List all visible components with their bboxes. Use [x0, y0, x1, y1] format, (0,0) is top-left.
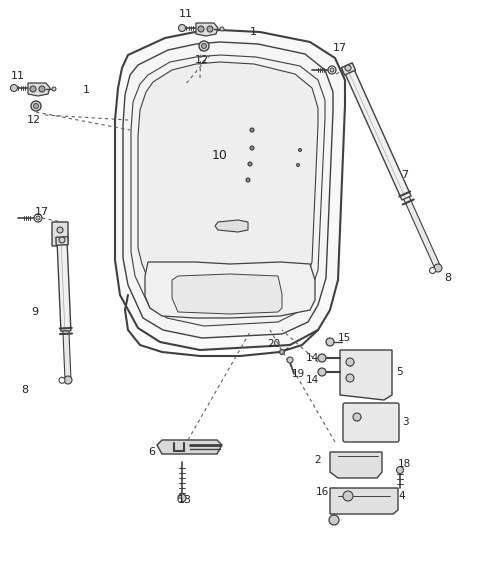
Circle shape	[430, 267, 435, 274]
Circle shape	[36, 216, 40, 220]
Polygon shape	[145, 262, 315, 318]
Circle shape	[279, 350, 285, 354]
Circle shape	[297, 163, 300, 167]
Polygon shape	[57, 240, 71, 331]
Circle shape	[220, 27, 224, 31]
Polygon shape	[56, 236, 68, 245]
Circle shape	[250, 128, 254, 132]
Polygon shape	[344, 66, 411, 200]
Circle shape	[178, 494, 186, 502]
Polygon shape	[63, 331, 71, 380]
Circle shape	[346, 358, 354, 366]
Text: 9: 9	[31, 307, 38, 317]
Circle shape	[34, 214, 42, 222]
Text: 3: 3	[402, 417, 408, 427]
Circle shape	[346, 374, 354, 382]
Circle shape	[11, 84, 17, 91]
Circle shape	[299, 149, 301, 152]
Circle shape	[345, 65, 351, 71]
Text: 8: 8	[22, 385, 29, 395]
Circle shape	[353, 413, 361, 421]
Text: 20: 20	[267, 339, 281, 349]
Polygon shape	[52, 222, 68, 246]
Circle shape	[396, 467, 404, 474]
Circle shape	[52, 87, 56, 91]
Circle shape	[57, 227, 63, 233]
Circle shape	[30, 86, 36, 92]
FancyBboxPatch shape	[343, 403, 399, 442]
Text: 11: 11	[11, 71, 25, 81]
Circle shape	[207, 26, 213, 32]
Text: 17: 17	[35, 207, 49, 217]
Circle shape	[246, 178, 250, 182]
Polygon shape	[196, 23, 218, 36]
Circle shape	[31, 101, 41, 111]
Circle shape	[248, 162, 252, 166]
Circle shape	[199, 41, 209, 51]
Text: 12: 12	[195, 55, 209, 65]
Polygon shape	[341, 63, 356, 75]
Circle shape	[326, 338, 334, 346]
Circle shape	[318, 368, 326, 376]
Polygon shape	[215, 220, 248, 232]
Polygon shape	[157, 440, 222, 454]
Text: 14: 14	[305, 353, 319, 363]
Polygon shape	[340, 350, 392, 400]
Text: 11: 11	[179, 9, 193, 19]
Circle shape	[329, 515, 339, 525]
Text: 17: 17	[333, 43, 347, 53]
Text: 10: 10	[212, 149, 228, 162]
Circle shape	[178, 498, 182, 502]
Circle shape	[434, 264, 442, 272]
Text: 4: 4	[399, 491, 405, 501]
Circle shape	[64, 376, 72, 384]
Text: 7: 7	[401, 170, 408, 180]
Polygon shape	[123, 42, 333, 338]
Circle shape	[59, 377, 65, 383]
Polygon shape	[172, 274, 282, 314]
Circle shape	[198, 26, 204, 32]
Text: 16: 16	[315, 487, 329, 497]
Circle shape	[328, 66, 336, 74]
Circle shape	[318, 354, 326, 362]
Text: 2: 2	[315, 455, 321, 465]
Circle shape	[250, 146, 254, 150]
Polygon shape	[28, 83, 50, 96]
Polygon shape	[330, 452, 382, 478]
Circle shape	[34, 103, 38, 109]
Text: 5: 5	[396, 367, 403, 377]
Text: 18: 18	[397, 459, 410, 469]
Text: 12: 12	[27, 115, 41, 125]
Text: 14: 14	[305, 375, 319, 385]
Polygon shape	[138, 62, 318, 314]
Circle shape	[179, 24, 185, 31]
Text: 19: 19	[291, 369, 305, 379]
Polygon shape	[404, 197, 441, 269]
Circle shape	[202, 44, 206, 48]
Text: 13: 13	[178, 495, 192, 505]
Circle shape	[330, 68, 334, 72]
Polygon shape	[330, 488, 398, 514]
Text: 6: 6	[148, 447, 156, 457]
Text: 1: 1	[250, 27, 256, 37]
Text: 15: 15	[337, 333, 350, 343]
Text: 1: 1	[83, 85, 89, 95]
Circle shape	[39, 86, 45, 92]
Text: 8: 8	[444, 273, 452, 283]
Polygon shape	[115, 30, 345, 350]
Polygon shape	[131, 55, 325, 326]
Circle shape	[287, 357, 293, 363]
Circle shape	[343, 491, 353, 501]
Circle shape	[59, 237, 65, 243]
